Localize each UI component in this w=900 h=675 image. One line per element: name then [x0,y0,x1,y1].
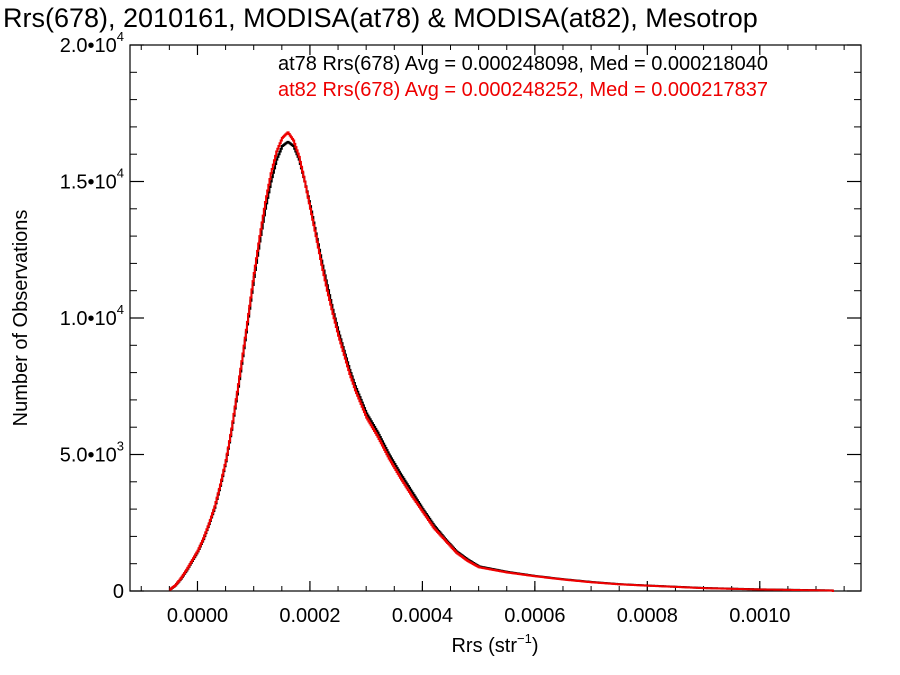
y-tick-label-exponent: 4 [117,166,124,181]
y-tick-label-mantissa: 5.0•10 [60,445,117,467]
y-tick-label: 1.0•104 [60,302,124,330]
y-tick-label-exponent: 4 [117,302,124,317]
x-axis-label-superscript: −1 [517,631,532,646]
axis-ticks [130,44,861,592]
x-tick-labels: 0.0000 0.0002 0.0004 0.0006 0.0008 0.0010 [167,605,790,627]
x-tick-label: 0.0002 [279,605,340,627]
y-axis-label: Number of Observations [10,210,32,427]
plot-frame [129,44,862,592]
y-tick-label-mantissa: 1.0•10 [60,308,117,330]
y-tick-label: 0 [113,581,124,603]
x-tick-label: 0.0010 [729,605,790,627]
stats-annotations: at78 Rrs(678) Avg = 0.000248098, Med = 0… [278,53,768,101]
y-tick-label-exponent: 4 [117,29,124,44]
stats-at82: at82 Rrs(678) Avg = 0.000248252, Med = 0… [278,79,768,101]
series-line-at82 [169,131,835,592]
y-tick-label-mantissa: 0 [113,581,124,603]
y-tick-label-mantissa: 2.0•10 [60,35,117,57]
y-tick-label-exponent: 3 [117,439,124,454]
series-line-at78 [169,140,835,592]
x-tick-label: 0.0004 [392,605,453,627]
stats-at78: at78 Rrs(678) Avg = 0.000248098, Med = 0… [278,53,768,75]
chart-title: Rrs(678), 2010161, MODISA(at78) & MODISA… [3,3,758,33]
y-tick-label: 1.5•104 [60,166,124,194]
x-tick-label: 0.0000 [167,605,228,627]
x-tick-label: 0.0008 [617,605,678,627]
x-axis-label-close: ) [532,635,539,657]
y-tick-label: 2.0•104 [60,29,124,57]
y-tick-label: 5.0•103 [60,439,124,467]
x-axis-label-main: Rrs (str [451,635,517,657]
y-tick-label-mantissa: 1.5•10 [60,172,117,194]
series-lines [169,131,835,592]
x-tick-label: 0.0006 [504,605,565,627]
x-axis-label: Rrs (str−1) [451,631,538,657]
